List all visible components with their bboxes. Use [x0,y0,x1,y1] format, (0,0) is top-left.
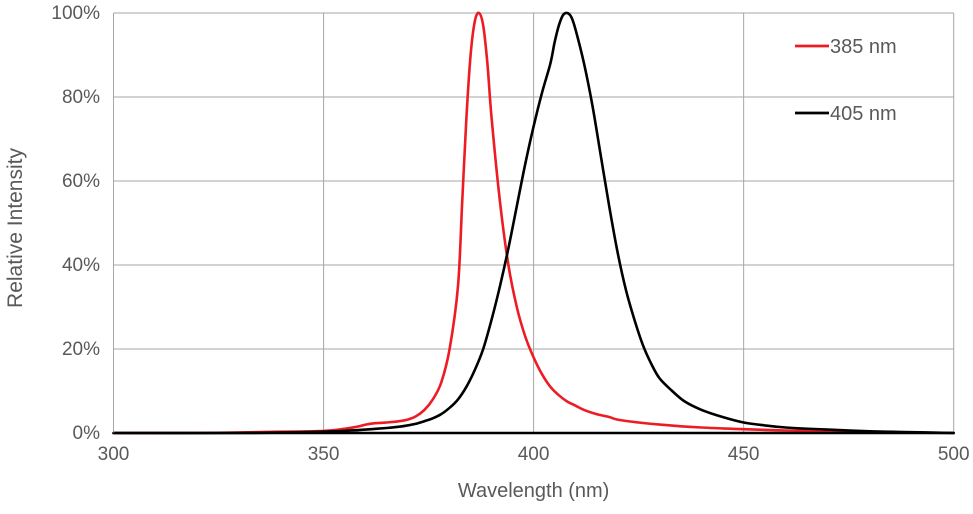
svg-text:Relative Intensity: Relative Intensity [4,148,27,308]
svg-text:400: 400 [518,444,550,465]
svg-text:385 nm: 385 nm [830,36,897,58]
svg-text:40%: 40% [62,255,100,276]
svg-text:350: 350 [308,444,340,465]
svg-text:60%: 60% [62,171,100,192]
svg-text:0%: 0% [73,423,101,444]
svg-text:405 nm: 405 nm [830,103,897,125]
svg-text:300: 300 [98,444,130,465]
svg-text:Wavelength (nm): Wavelength (nm) [458,480,610,502]
svg-text:20%: 20% [62,339,100,360]
svg-text:80%: 80% [62,87,100,108]
svg-text:450: 450 [728,444,760,465]
svg-text:500: 500 [938,444,970,465]
svg-text:100%: 100% [51,3,100,24]
